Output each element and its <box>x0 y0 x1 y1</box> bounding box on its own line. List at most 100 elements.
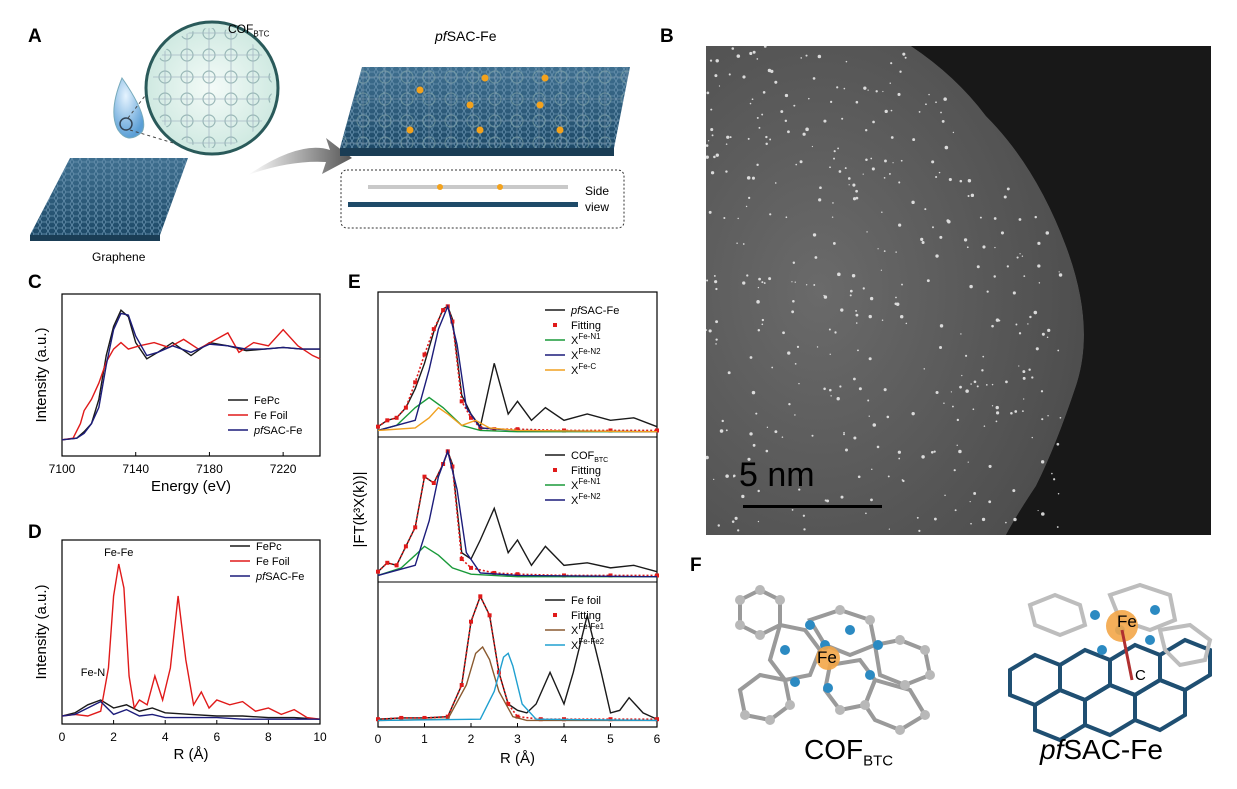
chart-e-0-fit-point <box>385 418 390 423</box>
pfsac-fe-caption: pfSAC-Fe <box>1040 734 1163 765</box>
chart-e-2-fit-point <box>399 715 404 720</box>
chart-e-2-legend-label: XFe-Fe2 <box>571 637 605 652</box>
chart-e-1-legend-label: XFe-N2 <box>571 492 601 507</box>
chart-d-legend-label: FePc <box>256 541 282 553</box>
pfsac-fe-molecule <box>1008 582 1213 743</box>
panel-a-schematic <box>30 20 630 241</box>
chart-d-series-2 <box>61 700 320 720</box>
chart-e-0-legend-marker <box>553 323 557 327</box>
chart-c-y-label: Intensity (a.u.) <box>33 327 50 422</box>
chart-c-x-tick-label: 7180 <box>196 462 223 476</box>
chart-e-1-fit-point <box>403 544 408 549</box>
chart-e-y-label: |FT(k³X(k))| <box>351 471 368 547</box>
chart-d-x-tick-label: 8 <box>265 730 272 744</box>
chart-e-1-fit-point <box>655 573 659 578</box>
chart-d-x-tick-label: 2 <box>110 730 117 744</box>
side-view-label: Side view <box>585 184 610 214</box>
chart-d-legend-label: pfSAC-Fe <box>255 571 304 583</box>
chart-e-0-fit-point <box>441 308 446 313</box>
chart-e-2-fit-point <box>422 715 427 720</box>
graphene-sheet <box>30 158 188 241</box>
panel-letter-f: F <box>690 555 702 576</box>
chart-c-legend-label: pfSAC-Fe <box>253 425 302 437</box>
chart-d-annotation: Fe-N <box>81 667 106 679</box>
chart-e-x-tick-label: 3 <box>514 732 521 746</box>
chart-e-0-legend-label: XFe-N2 <box>571 347 601 362</box>
chart-e-0-fit-point <box>376 424 380 429</box>
chart-c: 7100 7140 7180 7220 Energy (eV) Intensity (a.… <box>33 293 321 495</box>
chart-e-2-series-0 <box>377 594 658 720</box>
cof-btc-caption: COFBTC <box>804 734 894 770</box>
chart-c-legend-label: FePc <box>254 395 280 407</box>
chart-d-frame <box>61 539 321 725</box>
chart-c-x-tick-label: 7100 <box>49 462 76 476</box>
pfsac-fe-sheet <box>340 67 630 156</box>
chart-e-x-tick-label: 2 <box>468 732 475 746</box>
pfsac-fe-label: pfSAC-Fe <box>435 28 497 44</box>
chart-e-0-legend-label: Fitting <box>571 320 601 332</box>
chart-e-x-label: R (Å) <box>500 750 535 767</box>
chart-d-x-tick-label: 4 <box>162 730 169 744</box>
chart-e-x-tick-label: 0 <box>375 732 382 746</box>
panel-letter-b: B <box>660 26 674 47</box>
chart-d-series-0 <box>61 699 321 720</box>
chart-e-0-fit-point <box>655 428 659 433</box>
chart-e-0-series-0 <box>377 305 658 429</box>
chart-c-x-tick-label: 7220 <box>270 462 297 476</box>
chart-e: pfSAC-FeFittingXFe-N1XFe-N2XFe-CCOFBTCFi… <box>351 291 661 767</box>
chart-e-2-series-3 <box>377 652 658 722</box>
scale-bar-label: 5 nm <box>739 456 815 494</box>
pfsac-c-atom-label: C <box>1135 667 1146 684</box>
chart-d-x-tick-label: 6 <box>213 730 220 744</box>
chart-e-1-fit-point <box>608 573 613 578</box>
chart-d-x-label: R (Å) <box>174 746 209 763</box>
chart-e-0-series-2 <box>377 396 657 433</box>
chart-d: 0 2 4 6 8 10 R (Å) Intensity (a.u.) Fe-Fe Fe-N FeP… <box>33 539 327 763</box>
droplet-icon <box>113 76 145 139</box>
chart-e-1-series-2 <box>377 545 657 578</box>
chart-e-0-legend-label: XFe-N1 <box>571 332 601 347</box>
chart-d-series-1 <box>61 563 321 720</box>
cof-btc-label: COFBTC <box>228 22 270 39</box>
chart-d-annotation: Fe-Fe <box>104 547 133 559</box>
panel-f-molecules <box>735 582 1213 743</box>
chart-e-1-fit-point <box>394 563 399 568</box>
chart-e-x-tick-label: 5 <box>607 732 614 746</box>
panel-letter-e: E <box>348 272 361 293</box>
chart-e-1-series-0 <box>377 449 658 573</box>
chart-e-2-fit-point <box>506 702 511 706</box>
graphene-label: Graphene <box>92 250 146 264</box>
chart-e-0-series-1 <box>377 304 657 432</box>
chart-d-x-tick-label: 0 <box>59 730 66 744</box>
chart-e-2-series-1 <box>377 594 657 721</box>
stem-image: 5 nm <box>706 46 1211 535</box>
chart-e-0-series-3 <box>377 304 658 433</box>
chart-e-1-series-3 <box>377 448 658 578</box>
chart-e-1-fit-point <box>431 481 436 485</box>
chart-e-x-tick-label: 1 <box>421 732 428 746</box>
scale-bar <box>743 505 882 508</box>
chart-e-1-fit-point <box>450 464 455 469</box>
chart-e-2-series-2 <box>377 645 657 722</box>
chart-e-0-fit-point <box>422 352 427 357</box>
chart-e-2-legend-marker <box>553 613 557 617</box>
chart-e-2-legend-label: Fe foil <box>571 595 601 607</box>
chart-e-2-legend-label: Fitting <box>571 610 601 622</box>
chart-e-1-fit-point <box>459 557 464 561</box>
cof-btc-molecule <box>735 585 935 735</box>
cof-fe-atom-label: Fe <box>817 648 837 667</box>
chart-e-1-series-1 <box>377 448 657 577</box>
chart-e-2-fit-point <box>478 594 483 599</box>
pfsac-fe-atom-label: Fe <box>1117 612 1137 631</box>
chart-e-1-legend-marker <box>553 468 557 472</box>
chart-e-x-tick-label: 4 <box>561 732 568 746</box>
chart-d-y-label: Intensity (a.u.) <box>33 584 50 679</box>
chart-e-2-fit-point <box>515 714 520 719</box>
chart-c-series-1 <box>61 328 321 441</box>
chart-c-x-tick-label: 7140 <box>122 462 149 476</box>
chart-c-frame <box>61 293 321 457</box>
side-view-box <box>340 169 625 229</box>
process-arrow-icon <box>248 138 352 175</box>
chart-c-series-2 <box>61 312 320 441</box>
chart-e-0-fit-point <box>515 427 520 432</box>
